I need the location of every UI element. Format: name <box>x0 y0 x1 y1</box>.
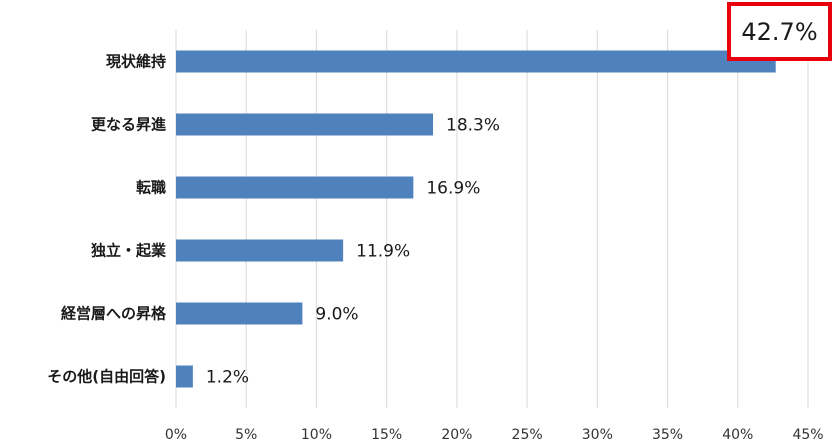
highlight-box <box>727 2 832 61</box>
category-label: 経営層への昇格 <box>61 305 167 323</box>
x-tick-label: 20% <box>441 427 472 443</box>
data-label: 9.0% <box>315 305 358 325</box>
data-label: 16.9% <box>426 179 480 199</box>
category-label: 現状維持 <box>106 53 166 71</box>
x-tick-label: 0% <box>165 427 187 443</box>
data-label: 42.7% <box>741 18 817 46</box>
bar <box>176 113 434 136</box>
bar <box>176 176 414 199</box>
x-tick-label: 10% <box>301 427 332 443</box>
x-tick-label: 5% <box>235 427 257 443</box>
gridlines <box>175 30 809 408</box>
x-tick-label: 35% <box>652 427 683 443</box>
bar <box>176 239 344 262</box>
x-tick-label: 45% <box>792 427 823 443</box>
bars <box>176 50 776 388</box>
category-label: その他(自由回答) <box>47 368 166 386</box>
x-tick-label: 15% <box>371 427 402 443</box>
data-label: 18.3% <box>446 116 500 136</box>
x-tick-label: 25% <box>512 427 543 443</box>
data-label: 11.9% <box>356 242 410 262</box>
x-tick-label: 30% <box>582 427 613 443</box>
category-label: 転職 <box>136 179 166 197</box>
data-labels: 42.7% 18.3% 16.9% 11.9% 9.0% 1.2% <box>206 2 832 388</box>
bar <box>176 302 303 325</box>
bar <box>176 50 776 73</box>
category-label: 更なる昇進 <box>91 116 167 134</box>
bar <box>176 365 193 388</box>
data-label: 1.2% <box>206 368 249 388</box>
category-label: 独立・起業 <box>91 242 167 260</box>
x-tick-label: 40% <box>722 427 753 443</box>
x-axis-tick-labels: 0% 5% 10% 15% 20% 25% 30% 35% 40% 45% <box>165 427 824 443</box>
